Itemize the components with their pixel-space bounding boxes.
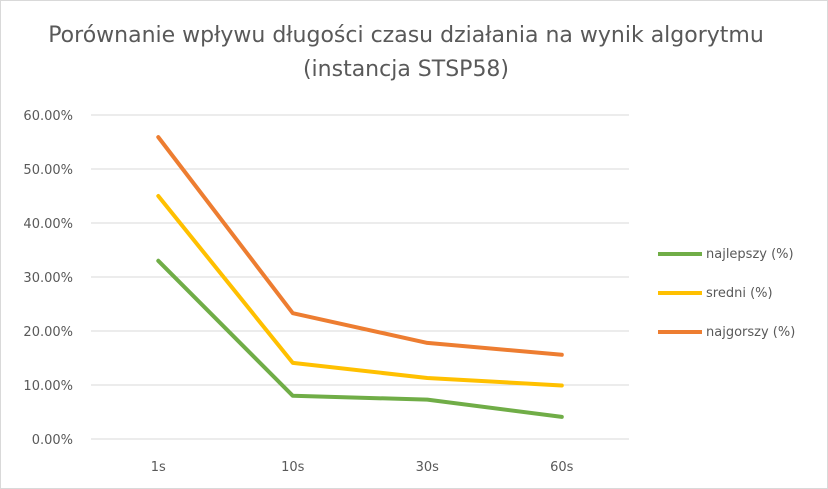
y-tick-label: 40.00%: [23, 217, 73, 232]
series-line-2: [156, 135, 564, 357]
x-tick-label: 60s: [550, 460, 574, 475]
legend-label: najgorszy (%): [706, 324, 796, 340]
y-tick-label: 20.00%: [23, 325, 73, 340]
legend-swatch: [658, 252, 702, 256]
series-line-1: [156, 194, 564, 388]
x-tick-label: 10s: [281, 460, 305, 475]
chart-title: Porównanie wpływu długości czasu działan…: [48, 23, 764, 82]
y-tick-label: 0.00%: [32, 433, 73, 448]
legend-item: najgorszy (%): [658, 322, 823, 342]
legend-swatch: [658, 291, 702, 295]
legend-item: sredni (%): [658, 283, 823, 303]
legend-label: sredni (%): [706, 285, 773, 301]
y-tick-label: 30.00%: [23, 271, 73, 286]
y-tick-label: 50.00%: [23, 163, 73, 178]
series-line-0: [156, 258, 564, 419]
legend-swatch: [658, 330, 702, 334]
y-tick-label: 10.00%: [23, 379, 73, 394]
x-tick-label: 1s: [151, 460, 166, 475]
legend-label: najlepszy (%): [706, 246, 794, 262]
y-tick-label: 60.00%: [23, 109, 73, 124]
x-tick-label: 30s: [416, 460, 440, 475]
legend-item: najlepszy (%): [658, 244, 823, 264]
legend: najlepszy (%) sredni (%) najgorszy (%): [658, 244, 823, 361]
